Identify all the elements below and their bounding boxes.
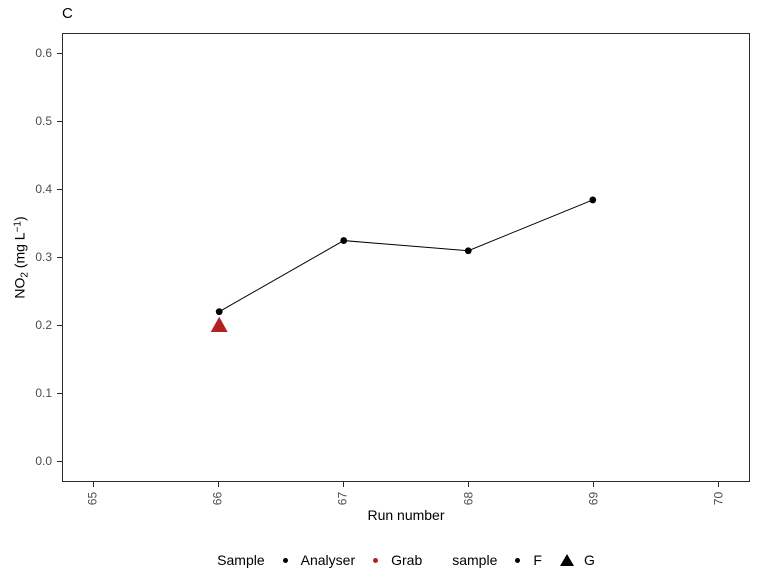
series-line [218,199,593,313]
legend-group-sample-type: Sample Analyser Grab [217,552,422,568]
y-axis-tick-label: 0.1 [35,386,52,401]
y-axis-tick-label: 0.2 [35,318,52,333]
dot-marker-icon [282,557,288,563]
plot-area-svg [210,196,597,332]
plot-panel [62,33,750,482]
legend-item-f: F [515,552,542,568]
legend-group-site: sample F G [452,552,595,568]
x-axis-tick-mark [468,482,470,487]
y-axis-title-subscript: 2 [19,272,31,278]
y-axis-tick-label: 0.4 [35,181,52,196]
circle-data-point [464,247,472,255]
y-axis-tick-mark [57,393,62,395]
y-axis-tick-mark [57,52,62,54]
y-axis-tick-label: 0.5 [35,113,52,128]
legend-item-analyser: Analyser [282,552,356,568]
legend-item-label: G [583,552,595,568]
dot-marker-icon [373,557,379,563]
x-axis-tick-mark [217,482,219,487]
legend-item-label: Analyser [300,552,356,568]
x-axis-tick-mark [92,482,94,487]
y-axis-title-text: NO [11,277,28,299]
y-axis-tick-mark [57,188,62,190]
y-axis-tick-label: 0.6 [35,45,52,60]
circle-data-point [340,237,348,244]
legend-item-label: F [533,552,542,568]
x-axis-title: Run number [367,507,445,523]
y-axis-tick-label: 0.3 [35,250,52,264]
y-axis-tick-mark [57,325,62,327]
y-axis-tick-mark [57,257,62,258]
triangle-marker-icon [559,554,574,566]
legend-title: sample [452,552,498,568]
x-axis-tick-mark [342,482,344,487]
y-axis-tick-mark [57,120,62,122]
triangle-data-point [210,316,228,332]
legend-item-label: Grab [391,552,423,568]
x-axis-tick-mark [593,482,595,487]
y-axis-title-close: ) [11,216,28,222]
legend-title: Sample [217,552,265,568]
x-axis-tick-mark [718,482,720,487]
legend: Sample Analyser Grab sample F G [62,546,750,574]
y-axis-title-superscript: −1 [12,221,24,233]
legend-item-grab: Grab [373,552,422,568]
circle-data-point [589,196,597,204]
y-axis-tick-label: 0.0 [35,454,52,469]
dot-marker-icon [515,557,521,563]
panel-label: C [62,5,73,22]
circle-data-point [215,308,223,316]
y-axis-tick-mark [57,461,62,463]
legend-item-g: G [559,552,595,568]
